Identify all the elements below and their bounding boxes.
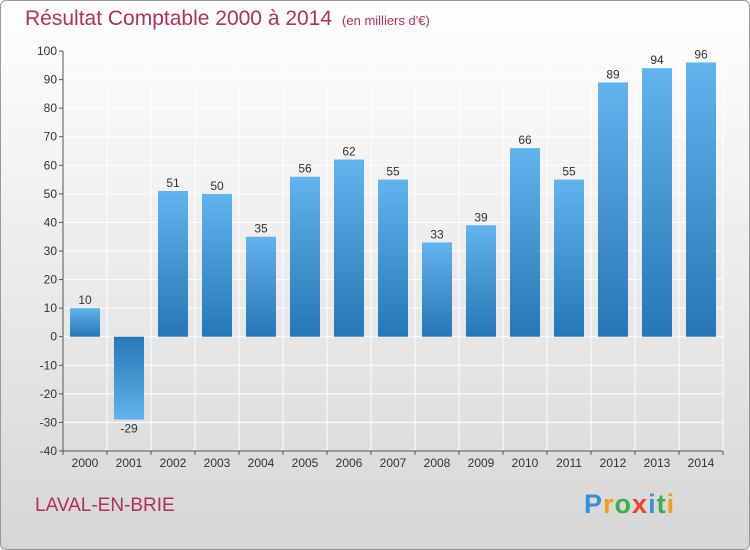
x-tick-label: 2012	[600, 456, 627, 470]
x-tick-label: 2010	[512, 456, 539, 470]
logo-letter: x	[632, 489, 649, 519]
bar	[290, 176, 320, 337]
y-tick-label: 80	[44, 101, 58, 115]
data-label: 66	[518, 133, 532, 147]
bar	[466, 225, 496, 337]
commune-name: LAVAL-EN-BRIE	[35, 495, 175, 516]
x-tick-label: 2000	[72, 456, 99, 470]
data-label: 33	[430, 227, 444, 241]
x-tick-label: 2001	[116, 456, 143, 470]
bar	[202, 193, 232, 337]
x-tick-label: 2006	[336, 456, 363, 470]
data-label: 50	[210, 179, 224, 193]
data-label: -29	[120, 422, 138, 436]
y-tick-label: 10	[44, 301, 58, 315]
data-labels: 10 -29 51 50 35 56 62 55 33 39 66 55 89 94 96	[78, 47, 708, 435]
logo-letter: P	[584, 489, 604, 519]
y-tick-label: 40	[44, 215, 58, 229]
y-tick-label: -10	[40, 358, 58, 372]
x-tick-label: 2014	[688, 456, 715, 470]
x-tick-label: 2005	[292, 456, 319, 470]
bar	[246, 236, 276, 337]
proxiti-logo: Proxiti	[584, 489, 675, 520]
logo-letter: i	[666, 489, 676, 519]
x-tick-label: 2002	[160, 456, 187, 470]
x-tick-label: 2008	[424, 456, 451, 470]
bar	[554, 179, 584, 337]
bar	[686, 62, 716, 337]
bar	[114, 336, 144, 420]
y-tick-label: -20	[40, 387, 58, 401]
y-tick-label: 100	[37, 44, 57, 58]
y-tick-label: 30	[44, 244, 58, 258]
x-tick-label: 2003	[204, 456, 231, 470]
bar	[158, 191, 188, 337]
x-tick-label: 2007	[380, 456, 407, 470]
data-label: 96	[694, 47, 708, 61]
bar	[70, 308, 100, 337]
y-tick-label: 60	[44, 158, 58, 172]
x-tick-label: 2004	[248, 456, 275, 470]
data-label: 56	[298, 162, 312, 176]
bar	[422, 242, 452, 337]
axes: -40 -30 -20 -10 0 10 20 30 40 50 60 70 80 90 100 2000 20…	[37, 44, 724, 470]
data-label: 39	[474, 210, 488, 224]
logo-letter: o	[614, 489, 633, 519]
x-tick-label: 2011	[556, 456, 582, 470]
y-tick-label: -40	[40, 444, 58, 458]
bar	[378, 179, 408, 337]
bar	[510, 148, 540, 337]
logo-letter: t	[656, 489, 667, 519]
logo-letter: i	[648, 489, 657, 519]
x-tick-label: 2013	[644, 456, 671, 470]
chart-title: Résultat Comptable 2000 à 2014 (en millie…	[25, 7, 430, 30]
data-label: 89	[606, 67, 620, 81]
x-tick-label: 2009	[468, 456, 495, 470]
logo-letter: r	[603, 489, 615, 519]
data-label: 62	[342, 145, 356, 159]
y-tick-label: -30	[40, 415, 58, 429]
y-tick-label: 50	[44, 187, 58, 201]
data-label: 55	[386, 165, 400, 179]
bar	[334, 159, 364, 337]
bar	[642, 68, 672, 337]
y-tick-label: 90	[44, 73, 58, 87]
data-label: 94	[650, 53, 664, 67]
y-tick-label: 20	[44, 273, 58, 287]
y-tick-label: 70	[44, 130, 58, 144]
data-label: 10	[78, 293, 92, 307]
chart-subtitle: (en milliers d'€)	[342, 13, 430, 28]
data-label: 55	[562, 165, 576, 179]
y-tick-label: 0	[50, 330, 57, 344]
bar	[598, 82, 628, 337]
data-label: 35	[254, 222, 268, 236]
bars	[70, 62, 716, 420]
data-label: 51	[166, 176, 180, 190]
